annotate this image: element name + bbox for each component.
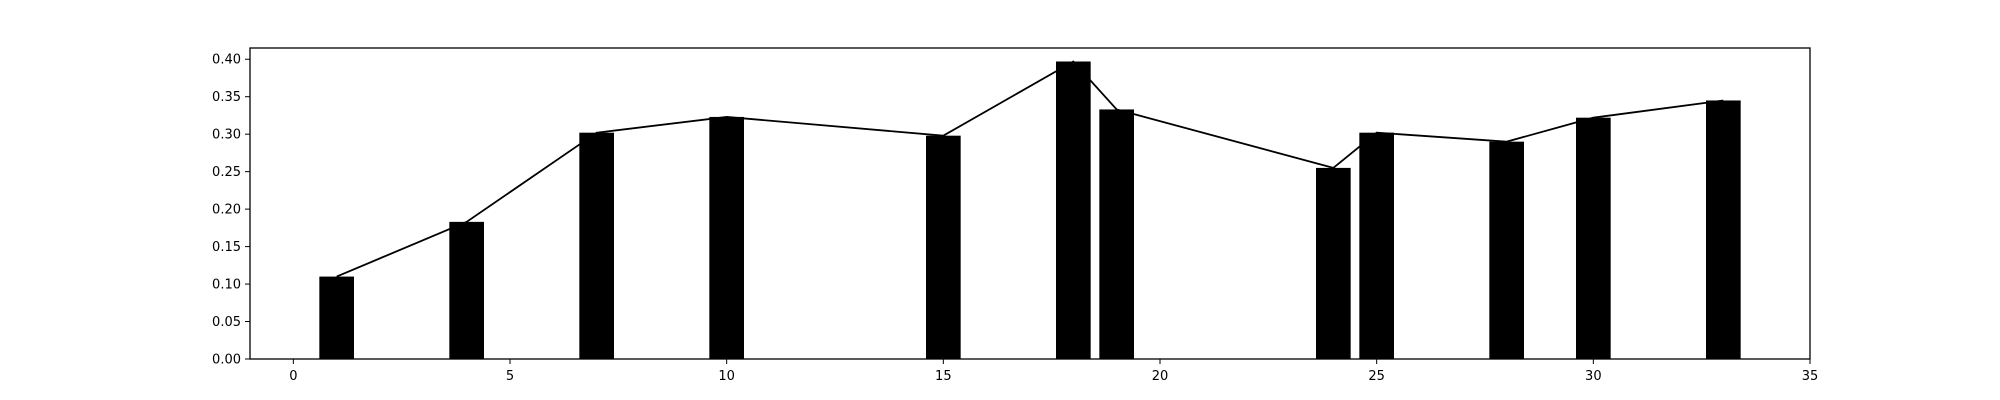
bar: [1576, 117, 1611, 359]
plot-frame: [249, 47, 1811, 360]
x-tick-label: 35: [1802, 369, 1819, 384]
y-tick-label: 0.40: [212, 53, 241, 68]
x-tick-label: 10: [718, 369, 735, 384]
y-tick-label: 0.05: [212, 315, 241, 330]
y-tick-label: 0.00: [212, 353, 241, 368]
bar: [1056, 61, 1091, 360]
bar: [1706, 100, 1741, 360]
y-tick-label: 0.35: [212, 90, 241, 105]
bar: [579, 132, 614, 359]
bar: [319, 276, 354, 359]
y-tick-label: 0.30: [212, 128, 241, 143]
x-tick-label: 15: [935, 369, 952, 384]
y-tick-label: 0.25: [212, 165, 241, 180]
y-axis: 0.00 0.05 0.10 0.15 0.20 0.25 0.30 0.35 0.40: [212, 53, 250, 368]
bar: [1099, 109, 1134, 359]
bar: [1489, 141, 1524, 359]
x-tick-label: 5: [506, 369, 514, 384]
bar: [1359, 132, 1394, 359]
y-tick-label: 0.20: [212, 203, 241, 218]
x-tick-label: 0: [289, 369, 297, 384]
bar: [449, 221, 484, 359]
y-tick-label: 0.10: [212, 278, 241, 293]
bars-layer: [319, 61, 1741, 360]
bar: [926, 135, 961, 359]
x-tick-label: 30: [1585, 369, 1602, 384]
series-line: [336, 60, 1724, 278]
x-tick-label: 20: [1152, 369, 1169, 384]
x-tick-label: 25: [1368, 369, 1385, 384]
bar: [709, 116, 744, 359]
bar: [1316, 167, 1351, 359]
line-layer: [336, 60, 1724, 278]
y-tick-label: 0.15: [212, 240, 241, 255]
x-axis: 0 5 10 15 20 25 30 35: [289, 359, 1818, 384]
